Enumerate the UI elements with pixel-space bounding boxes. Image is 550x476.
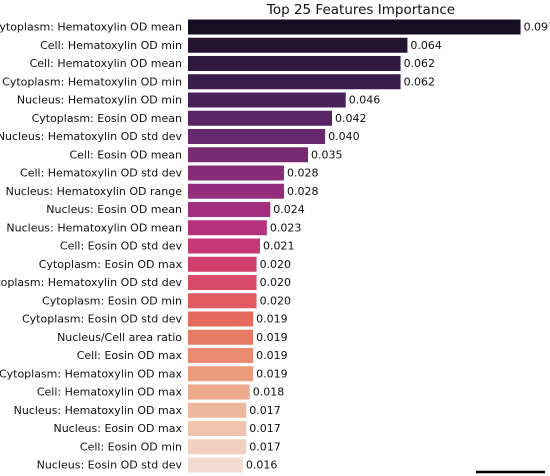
value-label: 0.020 xyxy=(260,294,292,307)
category-label: Nucleus: Hematoxylin OD range xyxy=(6,185,183,198)
category-label: Cell: Eosin OD max xyxy=(77,349,183,362)
bar xyxy=(188,457,243,473)
value-label: 0.062 xyxy=(404,57,436,70)
value-label: 0.017 xyxy=(249,404,280,417)
bar xyxy=(188,183,284,199)
value-label: 0.018 xyxy=(253,386,285,399)
category-label: Cytoplasm: Hematoxylin OD min xyxy=(2,75,182,88)
bar xyxy=(188,37,408,53)
bar xyxy=(188,129,326,144)
category-label: Cytoplasm: Hematoxylin OD std dev xyxy=(0,276,182,289)
bar xyxy=(188,238,260,254)
value-label: 0.097 xyxy=(524,21,550,34)
category-label: Nucleus: Hematoxylin OD mean xyxy=(6,221,182,234)
category-label: Cytoplasm: Hematoxylin OD mean xyxy=(0,21,182,34)
bar xyxy=(188,202,271,217)
value-label: 0.042 xyxy=(335,112,367,125)
category-label: Cytoplasm: Eosin OD min xyxy=(42,294,182,307)
value-label: 0.062 xyxy=(404,75,436,88)
value-label: 0.021 xyxy=(263,240,295,253)
value-label: 0.024 xyxy=(273,203,305,216)
value-label: 0.020 xyxy=(260,276,292,289)
category-label: Nucleus: Eosin OD mean xyxy=(46,203,182,216)
category-label: Cell: Eosin OD std dev xyxy=(60,240,183,253)
bar xyxy=(188,311,254,327)
bar xyxy=(188,110,332,126)
bar xyxy=(188,19,521,35)
value-label: 0.019 xyxy=(256,331,288,344)
bar xyxy=(188,256,257,272)
chart-title: Top 25 Features Importance xyxy=(266,2,455,18)
category-label: Cytoplasm: Eosin OD max xyxy=(39,258,183,271)
bar xyxy=(188,348,254,363)
bar xyxy=(188,329,254,345)
bar xyxy=(188,402,247,418)
bar xyxy=(188,56,401,71)
bar xyxy=(188,293,257,309)
bar xyxy=(188,220,267,236)
bar xyxy=(188,275,257,290)
category-label: Cytoplasm: Eosin OD mean xyxy=(32,112,182,125)
bar xyxy=(188,92,346,108)
bar xyxy=(188,74,401,90)
value-label: 0.019 xyxy=(256,349,288,362)
category-label: Cell: Hematoxylin OD max xyxy=(37,386,183,399)
category-label: Cell: Hematoxylin OD std dev xyxy=(20,167,182,180)
value-label: 0.035 xyxy=(311,148,343,161)
category-label: Cell: Hematoxylin OD mean xyxy=(30,57,182,70)
category-label: Cell: Hematoxylin OD min xyxy=(40,39,182,52)
category-label: Nucleus: Eosin OD std dev xyxy=(37,459,183,472)
value-label: 0.028 xyxy=(287,185,319,198)
bar xyxy=(188,366,254,382)
category-label: Cell: Eosin OD mean xyxy=(69,148,182,161)
value-label: 0.020 xyxy=(260,258,292,271)
category-label: Nucleus: Eosin OD max xyxy=(53,422,182,435)
bar xyxy=(188,421,247,436)
value-label: 0.019 xyxy=(256,367,288,380)
value-label: 0.016 xyxy=(246,459,278,472)
bar xyxy=(188,439,247,455)
value-label: 0.064 xyxy=(410,39,442,52)
value-label: 0.019 xyxy=(256,313,288,326)
category-label: Nucleus: Hematoxylin OD std dev xyxy=(0,130,182,143)
value-label: 0.040 xyxy=(328,130,360,143)
category-label: Nucleus: Hematoxylin OD min xyxy=(17,94,182,107)
category-label: Cytoplasm: Hematoxylin OD max xyxy=(0,367,182,380)
bar xyxy=(188,147,308,163)
value-label: 0.028 xyxy=(287,167,319,180)
bars-group: Cytoplasm: Hematoxylin OD mean 0.097 Cell:… xyxy=(0,19,550,473)
value-label: 0.017 xyxy=(249,440,280,453)
category-label: Cell: Eosin OD min xyxy=(80,440,182,453)
bar xyxy=(188,384,250,400)
bar xyxy=(188,165,284,181)
value-label: 0.017 xyxy=(249,422,280,435)
category-label: Nucleus: Hematoxylin OD max xyxy=(14,404,183,417)
value-label: 0.046 xyxy=(349,94,381,107)
value-label: 0.023 xyxy=(270,221,302,234)
category-label: Cytoplasm: Eosin OD std dev xyxy=(22,313,182,326)
category-label: Nucleus/Cell area ratio xyxy=(57,331,182,344)
